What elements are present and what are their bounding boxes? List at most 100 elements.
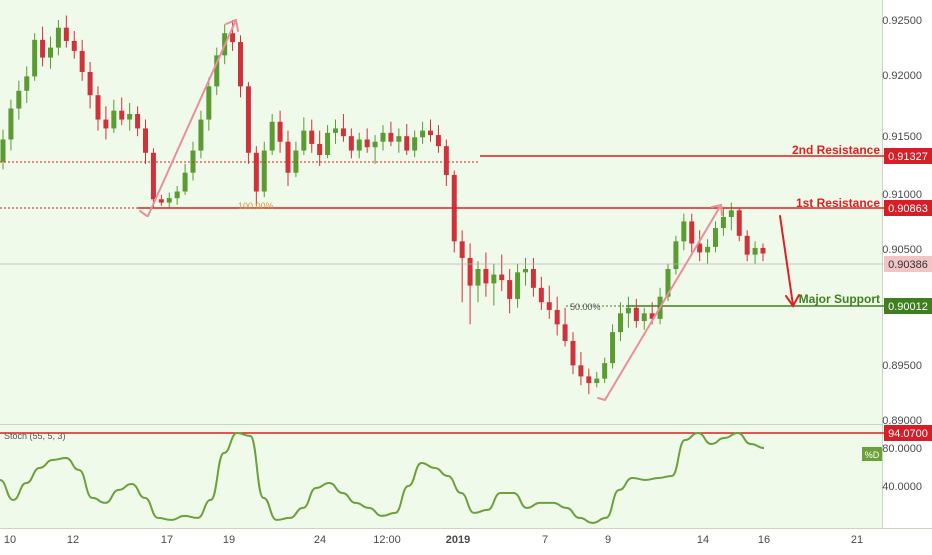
level-lines[interactable] [0, 155, 884, 307]
candle-body[interactable] [562, 324, 568, 341]
candle-body[interactable] [119, 110, 125, 120]
candle-body[interactable] [0, 139, 6, 162]
candle-body[interactable] [285, 141, 291, 173]
candle-body[interactable] [760, 247, 766, 254]
candle-body[interactable] [396, 136, 402, 142]
candle-body[interactable] [182, 172, 188, 192]
candle-body[interactable] [546, 302, 552, 310]
candle-body[interactable] [348, 136, 354, 151]
candle-body[interactable] [32, 39, 38, 77]
candle-body[interactable] [8, 108, 14, 140]
candle-body[interactable] [238, 42, 243, 87]
candle-body[interactable] [380, 132, 386, 142]
price-axis[interactable]: 0.92500 0.92000 0.91500 0.91000 0.90500 … [882, 15, 922, 493]
candle-body[interactable] [538, 287, 544, 303]
candle-body[interactable] [515, 272, 521, 299]
candle-body[interactable] [594, 378, 600, 384]
candle-body[interactable] [127, 114, 133, 120]
candle-body[interactable] [40, 39, 46, 58]
candle-body[interactable] [71, 40, 77, 51]
candle-body[interactable] [333, 128, 338, 133]
candle-body[interactable] [420, 130, 426, 138]
candle-body[interactable] [245, 86, 251, 153]
stoch-d-line[interactable] [0, 431, 765, 524]
candle-body[interactable] [63, 27, 69, 41]
candle-body[interactable] [744, 235, 750, 255]
price-badge-second-resistance[interactable]: 0.91327 [884, 148, 932, 164]
candle-body[interactable] [507, 280, 513, 299]
candle-body[interactable] [554, 309, 560, 325]
candle-body[interactable] [143, 128, 148, 153]
candle-body[interactable] [166, 198, 172, 203]
price-pane[interactable] [0, 0, 882, 424]
candle-body[interactable] [633, 307, 639, 322]
candle-body[interactable] [301, 130, 307, 151]
candle-body[interactable] [174, 191, 180, 199]
candle-body[interactable] [356, 139, 362, 151]
candle-body[interactable] [95, 95, 101, 120]
upswing-arrow-1[interactable] [147, 19, 237, 217]
candle-body[interactable] [483, 269, 489, 284]
candle-body[interactable] [253, 152, 259, 192]
candle-body[interactable] [705, 246, 711, 253]
candle-body[interactable] [713, 228, 718, 247]
candle-body[interactable] [325, 132, 331, 155]
candle-body[interactable] [673, 241, 679, 270]
candle-body[interactable] [48, 47, 53, 58]
candle-body[interactable] [697, 243, 703, 253]
candle-body[interactable] [16, 90, 22, 109]
candle-body[interactable] [649, 313, 655, 319]
price-badge-first-resistance[interactable]: 0.90863 [884, 200, 932, 216]
candle-body[interactable] [491, 274, 497, 284]
price-badge-major-support[interactable]: 0.90012 [884, 298, 932, 314]
candle-body[interactable] [523, 269, 528, 273]
candle-body[interactable] [736, 210, 742, 236]
candle-body[interactable] [728, 210, 734, 217]
candle-body[interactable] [467, 257, 473, 286]
candle-body[interactable] [230, 33, 236, 43]
candle-body[interactable] [625, 307, 631, 314]
candle-body[interactable] [317, 143, 323, 155]
candle-body[interactable] [602, 363, 608, 379]
candle-body[interactable] [530, 269, 536, 288]
stoch-level-badge[interactable]: 94.0700 [884, 425, 932, 441]
candle-body[interactable] [459, 241, 465, 258]
candle-body[interactable] [309, 130, 315, 144]
candlestick-series[interactable] [0, 15, 766, 395]
candle-body[interactable] [158, 199, 164, 203]
candle-body[interactable] [412, 137, 418, 151]
candle-body[interactable] [752, 247, 758, 255]
stoch-pane[interactable] [0, 425, 882, 528]
candle-body[interactable] [277, 121, 283, 142]
candle-body[interactable] [435, 135, 441, 147]
candle-body[interactable] [618, 313, 623, 333]
candle-body[interactable] [206, 86, 212, 120]
candle-body[interactable] [269, 121, 275, 151]
candle-body[interactable] [570, 340, 576, 366]
candle-body[interactable] [372, 141, 378, 148]
upswing-arrow-2[interactable] [604, 204, 722, 401]
candle-body[interactable] [610, 332, 616, 364]
candle-body[interactable] [443, 146, 449, 175]
candle-body[interactable] [499, 274, 505, 281]
candle-body[interactable] [214, 55, 220, 87]
candle-body[interactable] [641, 313, 647, 322]
candle-body[interactable] [150, 152, 156, 200]
candle-body[interactable] [388, 132, 394, 142]
candle-body[interactable] [586, 376, 592, 384]
candle-body[interactable] [340, 128, 346, 137]
candle-body[interactable] [681, 221, 687, 242]
candle-body[interactable] [689, 221, 695, 244]
time-axis[interactable]: 10 12 17 19 24 12:00 2019 7 9 14 16 21 [4, 534, 863, 546]
candle-body[interactable] [87, 71, 93, 96]
candle-body[interactable] [55, 27, 61, 48]
candle-body[interactable] [293, 150, 299, 173]
candle-body[interactable] [720, 216, 726, 229]
stoch-legend-badge[interactable]: %D [862, 447, 882, 461]
candle-body[interactable] [198, 119, 204, 151]
candle-body[interactable] [475, 269, 481, 286]
candle-body[interactable] [111, 110, 117, 129]
candle-body[interactable] [103, 119, 109, 129]
